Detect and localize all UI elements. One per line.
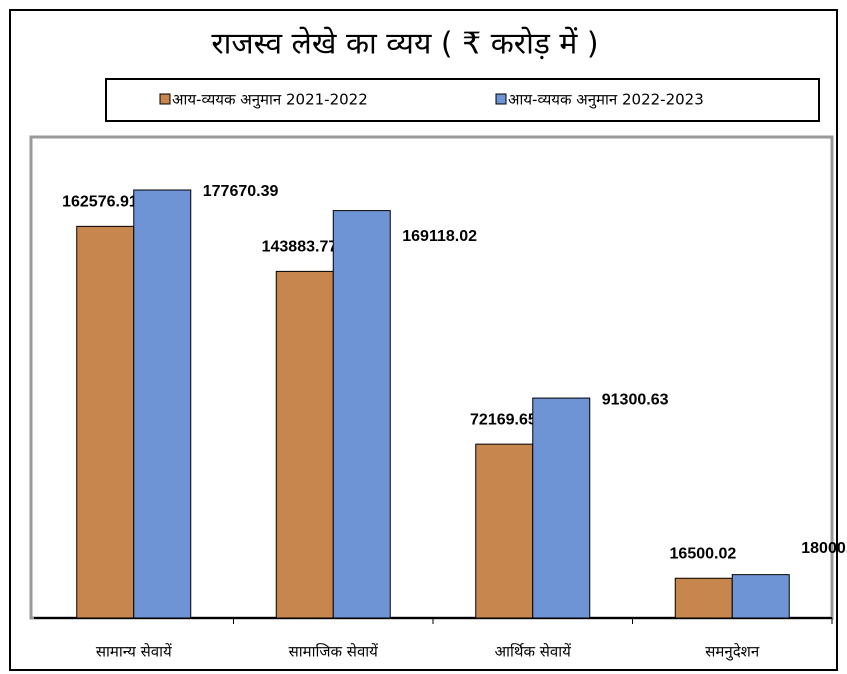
bar: [532, 397, 591, 619]
outer-border: [9, 9, 838, 671]
value-label: 177670.39: [203, 183, 279, 200]
bar: [275, 270, 334, 619]
legend-box: [105, 78, 820, 122]
x-tick-label: सामाजिक सेवायें: [289, 643, 379, 661]
legend-label: आय-व्ययक अनुमान 2022-2023: [508, 91, 704, 110]
value-label: 72169.65: [470, 411, 537, 428]
bar: [674, 577, 733, 619]
value-label: 18000.02: [801, 540, 847, 557]
value-label: 16500.02: [670, 545, 737, 562]
x-tick-label: आर्थिक सेवायें: [495, 643, 571, 661]
value-label: 91300.63: [602, 391, 669, 408]
legend-swatch: [495, 93, 507, 105]
x-tick-label: सामान्य सेवायें: [96, 643, 172, 661]
value-label: 162576.91: [62, 194, 138, 211]
bar: [133, 189, 192, 619]
bar: [475, 443, 534, 619]
x-tick-label: समनुदेशन: [705, 643, 760, 662]
bar: [76, 225, 135, 619]
value-label: 143883.77: [262, 239, 338, 256]
value-label: 169118.02: [402, 228, 477, 245]
bar: [332, 210, 391, 619]
bar: [731, 574, 790, 619]
legend-swatch: [159, 93, 171, 105]
chart-title: राजस्व लेखे का व्यय ( ₹ करोड़ में ): [211, 27, 598, 62]
legend-label: आय-व्ययक अनुमान 2021-2022: [172, 91, 368, 110]
